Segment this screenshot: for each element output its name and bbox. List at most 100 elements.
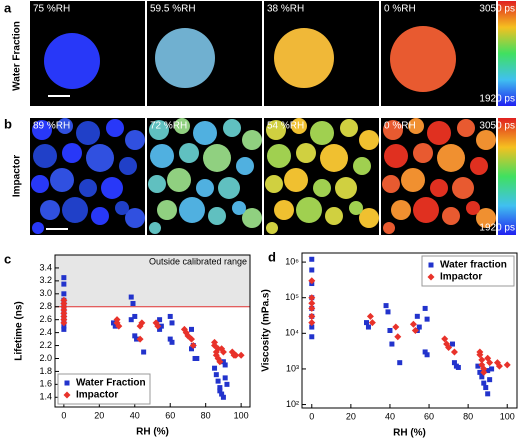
droplet xyxy=(335,177,357,199)
droplet xyxy=(208,207,226,225)
droplet xyxy=(359,130,379,150)
droplet xyxy=(274,28,334,88)
image-label: 72 %RH xyxy=(150,121,187,132)
droplet xyxy=(284,168,308,192)
marker xyxy=(60,319,68,327)
colorbar-label: 3050 ps xyxy=(479,121,515,132)
droplet xyxy=(79,179,97,197)
droplet xyxy=(32,120,52,140)
marker xyxy=(112,323,118,329)
droplet xyxy=(174,118,190,134)
droplet xyxy=(203,144,231,172)
y-axis-title: Lifetime (ns) xyxy=(14,301,25,360)
image-label: 59.5 %RH xyxy=(150,4,196,15)
droplet xyxy=(437,144,465,172)
x-tick-label: 20 xyxy=(94,410,104,420)
image-label: 75 %RH xyxy=(33,4,70,15)
droplet xyxy=(408,118,424,134)
droplet xyxy=(430,179,448,197)
marker xyxy=(485,391,491,397)
x-tick-label: 100 xyxy=(234,410,249,420)
y-tick-label: 2.2 xyxy=(39,340,52,350)
droplet xyxy=(44,33,100,89)
droplet xyxy=(353,157,371,175)
droplet xyxy=(196,179,214,197)
droplet xyxy=(313,179,331,197)
marker xyxy=(486,359,494,367)
marker xyxy=(487,377,493,383)
droplet xyxy=(76,121,100,145)
droplet xyxy=(349,201,363,215)
marker xyxy=(394,333,402,341)
droplet xyxy=(57,118,73,134)
panel-label: c xyxy=(4,251,11,266)
uncalibrated-region xyxy=(55,255,250,307)
x-tick-label: 60 xyxy=(165,410,175,420)
x-tick-label: 40 xyxy=(130,410,140,420)
colorbar xyxy=(498,1,516,106)
legend-label: Impactor xyxy=(440,272,482,283)
marker xyxy=(450,348,458,356)
legend-box xyxy=(421,255,515,287)
marker xyxy=(478,356,486,364)
marker xyxy=(128,317,134,323)
droplet xyxy=(267,144,291,168)
marker xyxy=(383,303,389,309)
marker xyxy=(422,349,428,355)
marker xyxy=(141,349,147,355)
annotation: Outside calibrated range xyxy=(149,256,247,266)
marker xyxy=(217,385,223,391)
droplet xyxy=(413,143,433,163)
marker xyxy=(385,309,391,315)
marker xyxy=(414,313,420,319)
marker xyxy=(212,365,218,371)
y-tick-label: 3.4 xyxy=(39,262,52,272)
marker xyxy=(211,338,219,346)
marker xyxy=(213,372,219,378)
plot-frame xyxy=(54,254,251,408)
legend-marker xyxy=(64,380,70,386)
droplet xyxy=(125,130,145,150)
marker xyxy=(479,374,485,380)
droplet xyxy=(291,118,307,134)
marker xyxy=(158,323,164,329)
droplet xyxy=(476,208,496,228)
droplet xyxy=(476,130,496,150)
y-tick-label: 2.8 xyxy=(39,301,52,311)
marker xyxy=(169,339,175,345)
droplet xyxy=(274,200,294,220)
droplet xyxy=(442,207,460,225)
marker xyxy=(424,316,430,322)
marker xyxy=(308,312,316,320)
droplet xyxy=(115,201,129,215)
y-tick-label: 2.0 xyxy=(39,353,52,363)
legend-marker xyxy=(427,273,435,281)
marker xyxy=(309,267,315,273)
marker xyxy=(157,317,163,323)
marker xyxy=(424,352,430,358)
marker xyxy=(416,324,422,330)
marker xyxy=(189,326,194,332)
marker xyxy=(489,366,495,372)
droplet xyxy=(296,143,316,163)
legend-label: Water Fraction xyxy=(76,378,146,389)
colorbar xyxy=(498,118,516,235)
image-label: 0 %RH xyxy=(384,4,416,15)
marker xyxy=(481,380,487,386)
legend-label: Water fraction xyxy=(440,260,507,271)
marker xyxy=(451,360,457,366)
droplet xyxy=(310,121,334,145)
x-tick-label: 80 xyxy=(463,411,473,421)
image-label: 89 %RH xyxy=(33,121,70,132)
droplet xyxy=(296,197,322,223)
marker xyxy=(309,324,315,330)
y-tick-label: 10⁴ xyxy=(285,328,299,338)
marker xyxy=(368,319,376,327)
droplet xyxy=(266,120,286,140)
plot-frame xyxy=(301,252,518,409)
legend-marker xyxy=(428,262,434,268)
droplet xyxy=(167,168,191,192)
droplet xyxy=(452,177,474,199)
marker xyxy=(188,335,195,343)
marker xyxy=(224,381,230,387)
